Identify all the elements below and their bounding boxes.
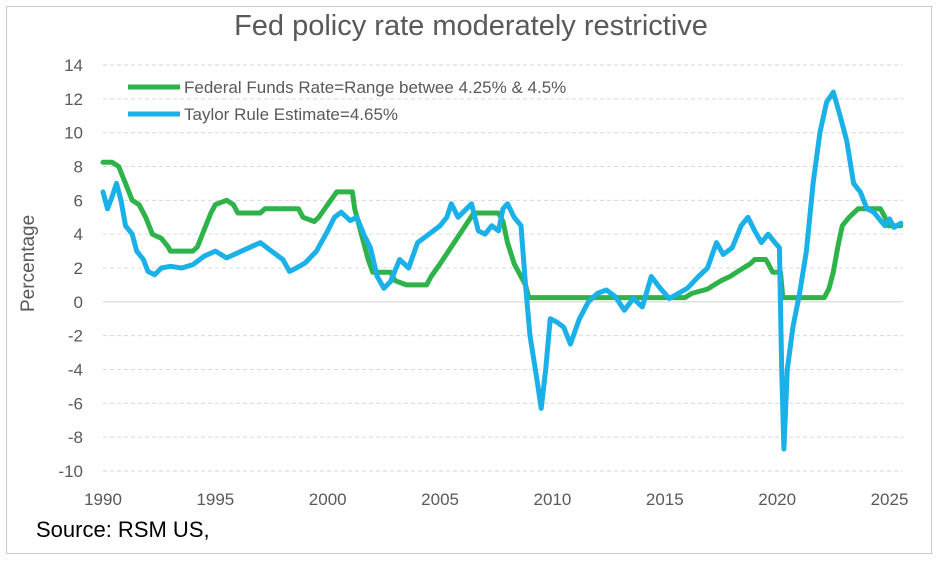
legend-label: Federal Funds Rate=Range betwee 4.25% & … [184, 78, 566, 97]
x-tick-label: 1990 [84, 490, 122, 509]
y-tick-label: 8 [74, 158, 83, 177]
x-tick-label: 1995 [196, 490, 234, 509]
x-tick-label: 2025 [871, 490, 909, 509]
series-lines [100, 89, 904, 452]
chart-frame [6, 6, 932, 554]
y-tick-label: -4 [68, 361, 83, 380]
gridlines [103, 64, 903, 472]
y-tick-label: -2 [68, 327, 83, 346]
series-line-taylor-rule-estimate [100, 89, 904, 452]
legend-label: Taylor Rule Estimate=4.65% [184, 105, 398, 124]
y-tick-label: 10 [64, 124, 83, 143]
y-tick-label: -8 [68, 428, 83, 447]
x-tick-label: 2020 [758, 490, 796, 509]
y-tick-label: 6 [74, 191, 83, 210]
y-tick-label: 2 [74, 259, 83, 278]
x-tick-label: 2005 [421, 490, 459, 509]
chart-title: Fed policy rate moderately restrictive [234, 10, 708, 42]
y-tick-label: 12 [64, 90, 83, 109]
y-tick-label: 14 [64, 56, 83, 75]
x-tick-label: 2010 [534, 490, 572, 509]
x-tick-label: 2015 [646, 490, 684, 509]
y-tick-label: 0 [74, 293, 83, 312]
legend: Federal Funds Rate=Range betwee 4.25% & … [128, 78, 566, 124]
x-tick-label: 2000 [309, 490, 347, 509]
y-tick-label: -10 [58, 462, 83, 481]
y-tick-label: 4 [74, 225, 83, 244]
source-note: Source: RSM US, [36, 517, 210, 542]
y-tick-label: -6 [68, 394, 83, 413]
axes: -10 -8 -6 -4 -2 0 2 4 6 8 10 12 14 1990 1995 2000 2005 20… [58, 56, 908, 509]
